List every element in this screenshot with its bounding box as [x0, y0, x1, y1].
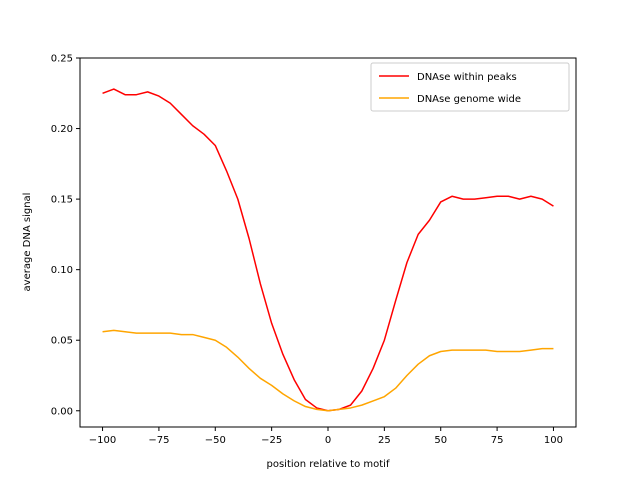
y-tick-label: 0.05 — [51, 336, 73, 347]
x-tick-label: −100 — [89, 435, 116, 446]
legend: DNAse within peaks DNAse genome wide — [370, 62, 570, 112]
legend-label-genome-wide: DNAse genome wide — [417, 94, 521, 105]
x-tick-label: −50 — [205, 435, 226, 446]
x-tick-label: 75 — [491, 435, 504, 446]
x-tick-label: −75 — [148, 435, 169, 446]
y-axis: 0.00 0.05 0.10 0.15 0.20 0.25 — [51, 54, 80, 417]
legend-label-peaks: DNAse within peaks — [417, 72, 517, 83]
y-tick-label: 0.15 — [51, 195, 73, 206]
legend-box — [370, 62, 570, 112]
x-tick-label: 100 — [544, 435, 563, 446]
x-axis-label: position relative to motif — [267, 459, 390, 470]
y-axis-label: average DNA signal — [22, 193, 33, 292]
series-layer — [102, 88, 554, 412]
y-tick-label: 0.20 — [51, 124, 73, 135]
x-axis: −100 −75 −50 −25 0 25 50 75 100 — [89, 427, 563, 446]
x-tick-label: −25 — [261, 435, 282, 446]
x-tick-label: 25 — [378, 435, 391, 446]
y-tick-label: 0.10 — [51, 265, 73, 276]
x-tick-label: 50 — [434, 435, 447, 446]
x-tick-label: 0 — [325, 435, 331, 446]
series-line-genome-wide — [102, 329, 554, 412]
y-tick-label: 0.00 — [51, 406, 73, 417]
y-tick-label: 0.25 — [51, 54, 73, 65]
